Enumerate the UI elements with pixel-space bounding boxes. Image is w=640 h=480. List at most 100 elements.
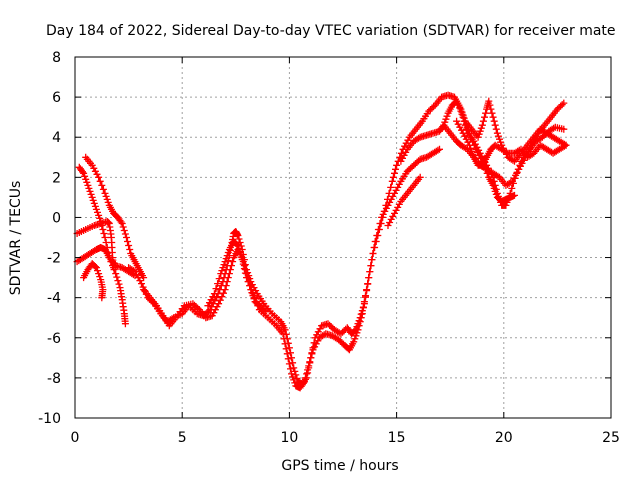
data-point-plus [234,232,242,239]
data-point-plus [101,189,109,197]
data-point-plus [221,258,229,266]
data-point-plus [110,266,118,274]
data-point-plus [314,337,322,345]
data-point-plus [391,169,398,177]
data-point-plus [208,312,216,320]
data-point-plus [555,104,563,112]
data-point-plus [189,300,197,308]
data-point-plus [88,193,96,201]
data-point-plus [400,151,408,159]
data-point-plus [214,280,222,288]
y-tick-label: 4 [52,130,61,146]
data-point-plus [453,117,461,125]
x-tick-labels: 0 5 10 15 20 25 [71,430,620,446]
data-point-plus [488,109,496,117]
data-point-plus [233,241,241,248]
data-point-plus [302,374,309,382]
data-point-plus [467,144,475,152]
data-point-plus [489,181,497,189]
data-point-plus [513,168,521,176]
data-point-plus [560,140,568,148]
data-point-plus [309,346,317,354]
data-point-plus [392,165,399,173]
data-point-plus [327,323,335,331]
data-point-plus [119,223,127,231]
data-point-plus [454,120,462,128]
data-point-plus [281,340,289,348]
data-point-plus [245,278,253,286]
data-point-plus [103,195,111,203]
data-point-plus [474,148,481,156]
data-point-plus [373,232,381,239]
data-point-plus [300,378,308,386]
chart-title: Day 184 of 2022, Sidereal Day-to-day VTE… [46,23,616,39]
data-point-plus [485,97,493,105]
data-point-plus [133,271,141,279]
data-point-plus [81,172,89,180]
data-point-plus [240,262,248,270]
data-point-plus [221,286,229,294]
data-point-plus [393,161,401,169]
data-point-plus [486,101,494,109]
data-point-plus [228,262,235,270]
data-point-plus [288,370,295,378]
data-point-plus [362,292,369,300]
data-point-plus [394,203,402,211]
plot-frame [74,56,612,419]
data-point-plus [114,277,122,285]
data-point-plus [289,359,297,367]
y-tick-label: 2 [52,170,61,186]
data-point-plus [339,328,346,336]
data-point-plus [289,373,297,381]
data-point-plus [426,106,434,114]
data-point-plus [458,126,465,134]
data-point-plus [428,104,436,112]
data-point-plus [95,270,103,278]
data-point-plus [494,172,502,180]
data-point-plus [219,264,227,272]
data-point-plus [102,239,110,246]
data-point-plus [224,274,232,282]
data-point-plus [191,301,198,309]
data-point-plus [117,218,125,226]
data-point-plus [411,160,419,168]
data-point-plus [395,180,403,188]
data-point-plus [516,162,524,170]
data-point-plus [100,230,108,237]
data-point-plus [211,306,219,314]
data-point-plus [490,117,498,125]
x-tick-label: 20 [495,430,513,446]
series-arc-11 [440,99,568,189]
data-point-plus [210,309,218,317]
data-point-plus [192,303,200,311]
data-point-plus [350,338,358,346]
y-tick-label: 8 [52,50,61,66]
data-point-plus [403,167,411,175]
data-point-plus [255,302,263,310]
data-point-plus [478,121,486,129]
data-point-plus [369,250,377,257]
data-point-plus [299,379,307,387]
data-point-plus [469,150,477,158]
data-point-plus [257,303,265,311]
data-point-plus [282,345,290,353]
data-point-plus [89,196,97,204]
data-point-plus [104,198,112,206]
data-point-plus [459,129,467,137]
data-point-plus [290,364,298,372]
data-point-plus [285,360,293,368]
data-point-plus [204,302,212,310]
data-point-plus [91,263,99,271]
data-point-plus [129,267,137,275]
data-point-plus [95,211,103,219]
data-point-plus [248,289,256,297]
data-point-plus [494,132,502,140]
data-point-plus [97,218,105,225]
data-point-plus [79,168,86,176]
series-line [400,99,515,203]
data-point-plus [387,215,395,223]
data-point-plus [391,189,398,197]
data-point-plus [402,148,410,156]
data-point-plus [80,169,88,177]
